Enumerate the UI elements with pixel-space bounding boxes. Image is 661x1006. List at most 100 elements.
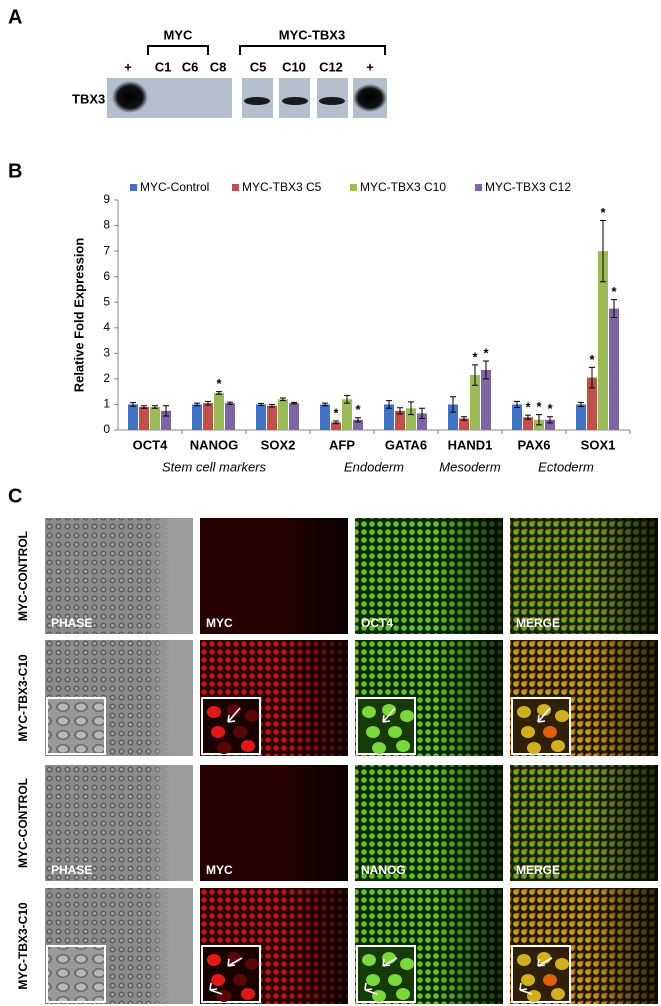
lane-label: C1 (155, 59, 172, 74)
arrow (537, 707, 551, 723)
image-label: MERGE (516, 863, 560, 877)
bracket (147, 45, 209, 55)
error-bar (419, 407, 425, 419)
bar (406, 408, 416, 430)
arrow (537, 957, 553, 967)
nucleus (227, 704, 241, 716)
nucleus (217, 742, 231, 754)
bar (320, 404, 330, 430)
error-bar (525, 414, 531, 420)
nucleus (217, 990, 231, 1002)
bar (150, 407, 160, 430)
nucleus (555, 710, 569, 722)
group-label: Endoderm (344, 459, 404, 474)
x-tick-label: GATA6 (385, 437, 427, 452)
nucleus (521, 726, 535, 738)
error-bar (536, 414, 542, 426)
bar (417, 413, 427, 430)
bar (342, 399, 352, 430)
error-bar (600, 219, 606, 283)
error-bar (450, 396, 456, 413)
micrograph-shade (355, 765, 503, 881)
y-tick-label: 5 (103, 294, 110, 308)
significance: * (600, 205, 606, 220)
inset (46, 945, 106, 1003)
error-bar (269, 403, 275, 408)
nucleus (396, 740, 410, 752)
bracket (239, 45, 386, 55)
bar (523, 417, 533, 430)
y-tick-label: 9 (103, 192, 110, 206)
nucleus (245, 958, 259, 970)
nucleus (551, 740, 565, 752)
image-label: MYC (206, 616, 233, 630)
significance: * (536, 399, 542, 414)
nucleus (527, 742, 541, 754)
lane-label: C5 (250, 59, 267, 74)
bar (470, 375, 480, 430)
error-bar (194, 402, 200, 407)
arrow (227, 707, 241, 723)
error-bar (611, 299, 617, 319)
x-tick-label: PAX6 (518, 437, 551, 452)
image-label: PHASE (51, 616, 92, 630)
error-bar (227, 401, 233, 405)
nucleus (527, 990, 541, 1002)
error-bar (461, 416, 467, 421)
error-bar (483, 360, 489, 380)
panel-label: B (8, 160, 22, 182)
legend-swatch (350, 184, 357, 191)
bar (192, 404, 202, 430)
error-bar (589, 366, 595, 389)
significance: * (483, 345, 489, 360)
micrograph-shade (45, 765, 193, 881)
nucleus (543, 726, 557, 738)
error-bar (472, 364, 478, 386)
bar (331, 422, 341, 430)
bar (512, 404, 522, 430)
error-bar (547, 416, 553, 424)
image-label: MYC (206, 863, 233, 877)
nucleus (245, 710, 259, 722)
nucleus (388, 974, 402, 986)
bar (481, 369, 491, 430)
legend-label: MYC-TBX3 C10 (360, 180, 446, 194)
panel-label: A (8, 6, 22, 28)
legend-swatch (232, 184, 239, 191)
significance: * (525, 400, 531, 415)
error-bar (322, 402, 328, 407)
x-tick-label: HAND1 (448, 437, 493, 452)
group-label: MYC (164, 27, 194, 42)
row-label: TBX3 (72, 91, 105, 106)
blot (107, 78, 387, 118)
nucleus (366, 726, 380, 738)
nucleus (555, 958, 569, 970)
micrograph-shade (510, 765, 658, 881)
arrow (364, 982, 378, 995)
bar (161, 410, 171, 430)
arrow (519, 982, 533, 995)
x-tick-label: NANOG (190, 437, 238, 452)
error-bar (291, 401, 297, 405)
y-tick-label: 1 (103, 397, 110, 411)
nucleus (388, 726, 402, 738)
nucleus (543, 974, 557, 986)
nucleus (551, 988, 565, 1000)
y-tick-label: 8 (103, 218, 110, 232)
nucleus (382, 704, 396, 716)
x-tick-label: SOX1 (581, 437, 616, 452)
nucleus (517, 954, 531, 966)
lane-label: C12 (319, 59, 343, 74)
legend-swatch (475, 184, 482, 191)
significance: * (355, 402, 361, 417)
image-label: MERGE (516, 616, 560, 630)
error-bar (344, 395, 350, 404)
nucleus (362, 706, 376, 718)
error-bar (280, 397, 286, 402)
legend-label: MYC-TBX3 C5 (242, 180, 322, 194)
panel-label: C (8, 485, 22, 507)
error-bar (386, 400, 392, 409)
y-tick-label: 4 (103, 320, 110, 334)
lane-label: C10 (282, 59, 306, 74)
row-label: MYC-TBX3-C10 (16, 654, 30, 742)
